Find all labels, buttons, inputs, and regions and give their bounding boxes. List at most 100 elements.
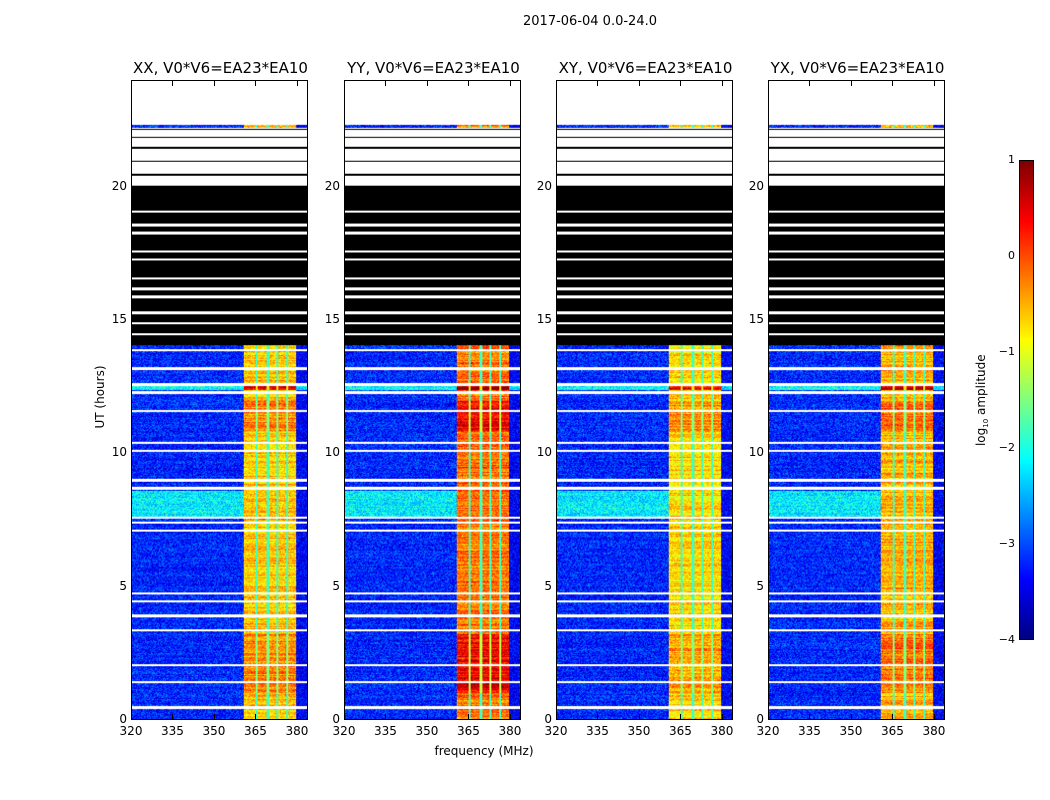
- x-tick-label: 320: [544, 724, 568, 738]
- x-tick-mark: [296, 80, 298, 86]
- x-tick-mark: [344, 80, 345, 86]
- panel-title: XX, V0*V6=EA23*EA10: [133, 59, 308, 77]
- x-tick-label: 350: [839, 724, 863, 738]
- x-tick-label: 365: [669, 724, 692, 738]
- x-tick-label: 380: [922, 724, 946, 738]
- y-tick-label: 20: [536, 178, 552, 193]
- x-tick-label: 365: [457, 724, 480, 738]
- x-tick-label: 320: [332, 724, 356, 738]
- y-tick-label: 0: [332, 712, 340, 726]
- x-axis-label: frequency (MHz): [434, 744, 534, 758]
- x-tick-mark: [426, 714, 428, 720]
- x-tick-label: 365: [881, 724, 904, 738]
- panel-title: YX, V0*V6=EA23*EA10: [770, 59, 945, 77]
- x-tick-mark: [255, 714, 257, 720]
- y-tick-label: 0: [544, 712, 552, 726]
- x-tick-mark: [296, 714, 298, 720]
- y-tick-label: 5: [544, 578, 552, 593]
- x-tick-mark: [721, 714, 723, 720]
- x-tick-label: 320: [756, 724, 780, 738]
- y-tick-label: 5: [332, 578, 340, 593]
- y-tick-label: 10: [111, 445, 127, 460]
- panel-title: YY, V0*V6=EA23*EA10: [347, 59, 520, 77]
- x-tick-mark: [680, 80, 682, 86]
- x-tick-mark: [172, 714, 174, 720]
- x-tick-mark: [597, 714, 599, 720]
- y-tick-label: 15: [111, 312, 127, 326]
- x-tick-mark: [933, 714, 935, 720]
- colorbar-tick-label: 0: [1008, 249, 1015, 262]
- x-tick-mark: [385, 714, 387, 720]
- x-tick-mark: [809, 80, 811, 86]
- spectrogram-panel-2: XY, V0*V6=EA23*EA10: [556, 59, 733, 720]
- x-tick-label: 335: [374, 724, 397, 738]
- x-tick-mark: [768, 714, 769, 720]
- x-tick-mark: [933, 80, 935, 86]
- y-tick-label: 10: [324, 445, 340, 460]
- x-tick-mark: [556, 714, 557, 720]
- x-tick-mark: [468, 714, 470, 720]
- x-tick-label: 320: [119, 724, 143, 738]
- heatmap-image: [345, 81, 520, 719]
- spectrogram-panel-3: YX, V0*V6=EA23*EA10: [768, 59, 945, 720]
- y-tick-label: 20: [324, 178, 340, 193]
- y-axis-label: UT (hours): [93, 365, 107, 429]
- colorbar-tick-label: −1: [998, 345, 1015, 358]
- x-tick-label: 335: [161, 724, 184, 738]
- x-tick-mark: [509, 80, 511, 86]
- x-tick-label: 335: [586, 724, 609, 738]
- x-tick-mark: [892, 80, 894, 86]
- x-tick-mark: [385, 80, 387, 86]
- colorbar-tick-label: −4: [998, 633, 1015, 646]
- y-tick-label: 20: [111, 178, 127, 193]
- y-tick-label: 10: [748, 445, 764, 460]
- x-tick-mark: [468, 80, 470, 86]
- y-tick-label: 0: [756, 712, 764, 726]
- x-tick-mark: [426, 80, 428, 86]
- y-tick-label: 0: [119, 712, 127, 726]
- x-tick-mark: [892, 714, 894, 720]
- x-tick-mark: [638, 714, 640, 720]
- x-tick-label: 380: [710, 724, 734, 738]
- spectrogram-panel-0: XX, V0*V6=EA23*EA10: [131, 59, 308, 720]
- x-tick-label: 350: [415, 724, 439, 738]
- colorbar: [1019, 160, 1034, 640]
- x-tick-mark: [344, 714, 345, 720]
- x-tick-mark: [721, 80, 723, 86]
- x-tick-mark: [597, 80, 599, 86]
- x-tick-mark: [638, 80, 640, 86]
- x-tick-label: 350: [202, 724, 226, 738]
- y-tick-label: 20: [748, 178, 764, 193]
- x-tick-mark: [213, 714, 215, 720]
- x-tick-mark: [809, 714, 811, 720]
- x-tick-mark: [131, 714, 132, 720]
- x-tick-label: 365: [244, 724, 267, 738]
- y-tick-label: 15: [536, 312, 552, 326]
- x-tick-mark: [680, 714, 682, 720]
- x-tick-mark: [213, 80, 215, 86]
- x-tick-mark: [556, 80, 557, 86]
- x-tick-label: 335: [798, 724, 821, 738]
- x-tick-mark: [768, 80, 769, 86]
- x-tick-label: 350: [627, 724, 651, 738]
- x-tick-mark: [509, 714, 511, 720]
- spectrogram-panel-1: YY, V0*V6=EA23*EA10: [344, 59, 521, 720]
- x-tick-mark: [172, 80, 174, 86]
- x-tick-mark: [255, 80, 257, 86]
- y-tick-label: 5: [756, 578, 764, 593]
- heatmap-image: [557, 81, 732, 719]
- y-tick-label: 15: [748, 312, 764, 326]
- panel-title: XY, V0*V6=EA23*EA10: [558, 59, 733, 77]
- x-tick-mark: [131, 80, 132, 86]
- figure-suptitle: 2017-06-04 0.0-24.0: [523, 14, 657, 29]
- heatmap-image: [769, 81, 944, 719]
- y-tick-label: 5: [119, 578, 127, 593]
- colorbar-tick-label: 1: [1008, 153, 1015, 166]
- heatmap-image: [132, 81, 307, 719]
- x-tick-mark: [850, 714, 852, 720]
- y-tick-label: 10: [536, 445, 552, 460]
- colorbar-tick-label: −3: [998, 537, 1015, 550]
- x-tick-mark: [850, 80, 852, 86]
- x-tick-label: 380: [498, 724, 522, 738]
